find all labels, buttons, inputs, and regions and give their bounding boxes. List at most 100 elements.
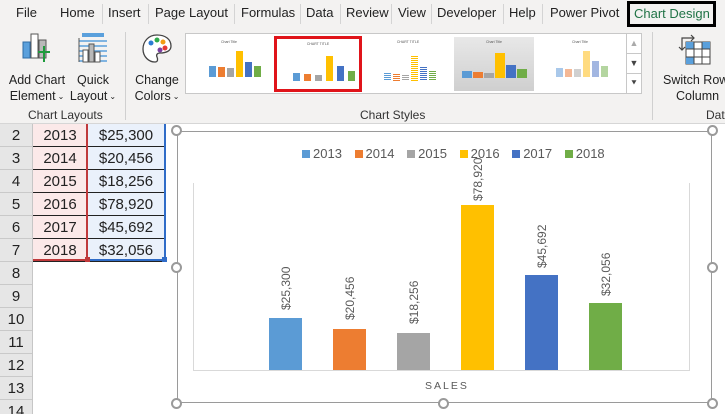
thumb-bar: [337, 66, 344, 81]
group-label-chart-layouts: Chart Layouts: [28, 108, 103, 122]
ribbon-tabs: File Home Insert Page Layout Formulas Da…: [0, 0, 725, 28]
row-header[interactable]: 6: [0, 216, 32, 239]
legend-item: 2013: [302, 146, 342, 161]
value-range-border: [164, 124, 166, 262]
chart-area[interactable]: [177, 131, 712, 403]
tab-page-layout[interactable]: Page Layout: [155, 5, 229, 20]
row-header[interactable]: 13: [0, 377, 32, 400]
cell-year[interactable]: 2013: [33, 124, 87, 147]
bar-2017[interactable]: [525, 275, 558, 370]
bar-2016[interactable]: [461, 205, 494, 370]
thumb-bar: [254, 66, 261, 77]
row-header[interactable]: 3: [0, 147, 32, 170]
chart-resize-handle[interactable]: [171, 262, 182, 273]
chart-resize-handle[interactable]: [438, 398, 449, 409]
gallery-scroll-down-button[interactable]: ▼: [627, 54, 641, 74]
cell-year[interactable]: 2015: [33, 170, 87, 193]
cell-sales[interactable]: $25,300: [87, 124, 165, 147]
thumb-bar: [348, 71, 355, 81]
cell-year[interactable]: 2017: [33, 216, 87, 239]
row-header[interactable]: 9: [0, 285, 32, 308]
chart-style-thumb-1[interactable]: Chart Title: [189, 37, 269, 91]
cell-year[interactable]: 2016: [33, 193, 87, 216]
tab-chart-design[interactable]: Chart Design: [627, 1, 716, 27]
thumb-bar: [393, 74, 400, 81]
row-header[interactable]: 10: [0, 308, 32, 331]
cell-sales[interactable]: $20,456: [87, 147, 165, 170]
plot-area[interactable]: [193, 183, 690, 371]
tab-separator: [503, 4, 504, 24]
row-header[interactable]: 7: [0, 239, 32, 262]
legend-swatch-icon: [512, 150, 521, 158]
cell-sales[interactable]: $45,692: [87, 216, 165, 239]
tab-view[interactable]: View: [398, 5, 426, 20]
row-header[interactable]: 2: [0, 124, 32, 147]
quick-layout-button[interactable]: Quick Layout ⌄: [68, 32, 118, 105]
tab-separator: [542, 4, 543, 24]
cell-sales[interactable]: $18,256: [87, 170, 165, 193]
chart-style-thumb-4[interactable]: Chart Title: [454, 37, 534, 91]
row-header[interactable]: 11: [0, 331, 32, 354]
chart-style-thumb-5[interactable]: Chart Title: [540, 37, 620, 91]
thumb-bar: [592, 61, 599, 77]
chart-resize-handle[interactable]: [707, 398, 718, 409]
gallery-expand-button[interactable]: ⯆: [630, 78, 638, 88]
tab-insert[interactable]: Insert: [108, 5, 141, 20]
chart-resize-handle[interactable]: [171, 125, 182, 136]
cell-year[interactable]: 2014: [33, 147, 87, 170]
bar-2013[interactable]: [269, 318, 302, 370]
range-resize-handle[interactable]: [162, 257, 167, 262]
cell-sales[interactable]: $78,920: [87, 193, 165, 216]
switch-row-column-button[interactable]: Switch Row/ Column: [660, 32, 725, 104]
tab-help[interactable]: Help: [509, 5, 536, 20]
row-header[interactable]: 4: [0, 170, 32, 193]
cell-sales[interactable]: $32,056: [87, 239, 165, 262]
thumb-title: CHART TITLE: [396, 40, 420, 44]
row-header[interactable]: 8: [0, 262, 32, 285]
gallery-scroll: ▲ ▼ ⯆: [626, 33, 642, 94]
bar-2015[interactable]: [397, 333, 430, 370]
tab-separator: [300, 4, 301, 24]
chart-style-thumb-2-selected[interactable]: CHART TITLE: [274, 36, 362, 92]
color-palette-icon: [142, 34, 172, 63]
thumb-title: Chart Title: [486, 40, 502, 44]
row-header[interactable]: 14: [0, 400, 32, 414]
thumb-bar: [429, 71, 436, 81]
chart-legend[interactable]: 2013 2014 2015 2016 2017 2018: [302, 146, 614, 161]
row-header[interactable]: 5: [0, 193, 32, 216]
tab-data[interactable]: Data: [306, 5, 334, 20]
bar-2014[interactable]: [333, 329, 366, 370]
chart-resize-handle[interactable]: [707, 262, 718, 273]
chart-resize-handle[interactable]: [707, 125, 718, 136]
gallery-scroll-up-button[interactable]: ▲: [627, 34, 641, 54]
legend-swatch-icon: [302, 150, 310, 158]
data-label[interactable]: $45,692: [535, 224, 549, 268]
data-label[interactable]: $78,920: [471, 157, 485, 201]
tab-power-pivot[interactable]: Power Pivot: [550, 5, 620, 20]
cell-year[interactable]: 2018: [33, 239, 87, 262]
data-label[interactable]: $32,056: [599, 252, 613, 296]
tab-file[interactable]: File: [16, 5, 37, 20]
data-label[interactable]: $25,300: [279, 266, 293, 310]
tab-developer[interactable]: Developer: [437, 5, 497, 20]
tab-separator: [431, 4, 432, 24]
chart-style-thumb-3[interactable]: CHART TITLE: [368, 37, 448, 91]
legend-swatch-icon: [354, 150, 363, 158]
row-header[interactable]: 12: [0, 354, 32, 377]
thumb-bar: [506, 65, 516, 78]
ribbon: Add Chart Element ⌄ Quick Layout ⌄ Chart L…: [0, 28, 725, 124]
data-label[interactable]: $18,256: [407, 280, 421, 324]
thumb-bar: [304, 74, 311, 81]
tab-review[interactable]: Review: [346, 5, 389, 20]
data-label[interactable]: $20,456: [343, 276, 357, 320]
range-resize-handle[interactable]: [85, 257, 90, 262]
bar-2018[interactable]: [589, 303, 622, 370]
tab-home[interactable]: Home: [60, 5, 95, 20]
change-colors-button[interactable]: Change Colors ⌄: [132, 32, 182, 105]
x-axis-label[interactable]: SALES: [425, 380, 469, 392]
switch-row-column-icon: [678, 34, 711, 65]
chart-resize-handle[interactable]: [171, 398, 182, 409]
add-chart-element-button[interactable]: Add Chart Element ⌄: [4, 32, 70, 105]
tab-formulas[interactable]: Formulas: [241, 5, 296, 20]
